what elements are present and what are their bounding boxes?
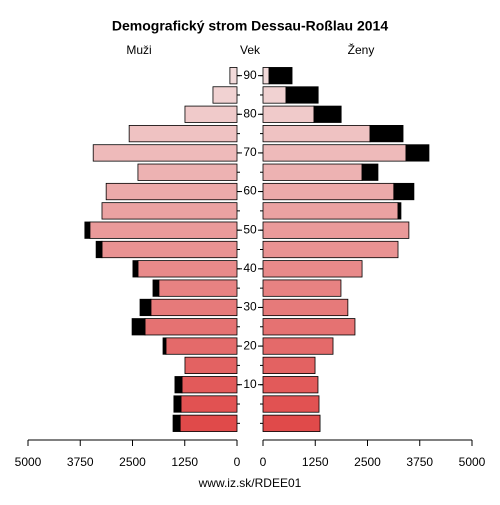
y-tick-label: 10 <box>243 377 257 391</box>
bar <box>262 163 363 181</box>
bar <box>212 86 238 104</box>
bar <box>285 86 319 104</box>
bar <box>262 318 356 336</box>
y-tick-label: 90 <box>243 68 257 82</box>
bar <box>184 105 238 123</box>
bar <box>128 124 238 143</box>
x-tick-label: 2500 <box>119 455 146 469</box>
bar <box>101 202 238 220</box>
y-tick-label: 30 <box>243 300 257 314</box>
bar <box>262 221 410 239</box>
y-tick-label: 80 <box>243 106 257 120</box>
bar <box>262 105 315 123</box>
bar <box>262 124 371 143</box>
bar <box>132 260 139 278</box>
x-tick-label: 1250 <box>302 455 329 469</box>
bar <box>268 67 293 85</box>
x-tick-label: 2500 <box>354 455 381 469</box>
bar <box>262 395 320 413</box>
y-tick-label: 20 <box>243 338 257 352</box>
bar <box>101 240 238 259</box>
bar <box>229 67 238 85</box>
x-tick-label: 5000 <box>15 455 42 469</box>
bar <box>262 144 407 162</box>
bar <box>184 356 238 375</box>
x-tick-label: 3750 <box>67 455 94 469</box>
y-tick-label: 50 <box>243 222 257 236</box>
bar <box>262 414 321 432</box>
center-label: Vek <box>240 43 261 57</box>
bar <box>150 298 238 317</box>
bar <box>262 279 342 297</box>
x-tick-label: 0 <box>260 455 267 469</box>
bar <box>262 337 334 355</box>
bar <box>179 414 238 432</box>
y-tick-label: 70 <box>243 145 257 159</box>
bar <box>144 318 238 336</box>
bar <box>262 67 270 85</box>
bar <box>405 144 430 162</box>
bar <box>369 124 404 143</box>
bar <box>131 318 146 336</box>
bar <box>262 356 316 375</box>
bar <box>262 240 399 259</box>
bar <box>174 376 183 394</box>
x-tick-label: 3750 <box>406 455 433 469</box>
bar <box>181 376 238 394</box>
bar <box>313 105 342 123</box>
bar <box>361 163 379 181</box>
right-label: Ženy <box>348 42 375 57</box>
bar <box>173 395 182 413</box>
bar <box>172 414 181 432</box>
bar <box>262 86 287 104</box>
left-label: Muži <box>126 43 151 57</box>
x-tick-label: 1250 <box>171 455 198 469</box>
bar <box>262 202 399 220</box>
bar <box>105 182 238 201</box>
bar <box>137 260 238 278</box>
bar <box>158 279 238 297</box>
bar <box>165 337 238 355</box>
bar <box>89 221 238 239</box>
bar <box>95 240 103 259</box>
bar <box>84 221 91 239</box>
bar <box>393 182 415 201</box>
bar <box>262 182 395 201</box>
y-tick-label: 40 <box>243 261 257 275</box>
bar <box>137 163 238 181</box>
y-tick-label: 60 <box>243 184 257 198</box>
bar <box>262 298 349 317</box>
x-tick-label: 5000 <box>459 455 486 469</box>
footer: www.iz.sk/RDEE01 <box>198 476 302 490</box>
chart-title: Demografický strom Dessau-Roßlau 2014 <box>112 18 388 34</box>
bar <box>262 260 363 278</box>
bar <box>180 395 238 413</box>
bar <box>397 202 402 220</box>
bar <box>152 279 160 297</box>
bar <box>139 298 152 317</box>
bar <box>162 337 167 355</box>
bar <box>262 376 319 394</box>
x-tick-label: 0 <box>234 455 241 469</box>
bar <box>92 144 238 162</box>
